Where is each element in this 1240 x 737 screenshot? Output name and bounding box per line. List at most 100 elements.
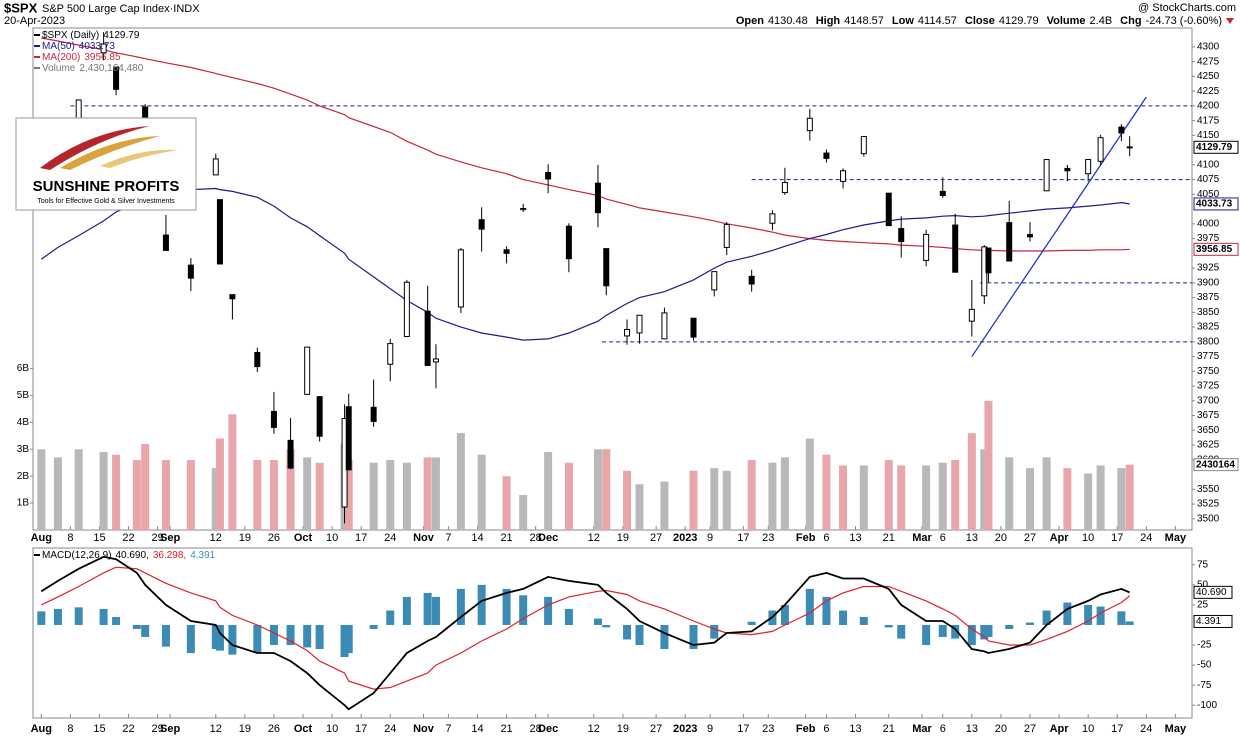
volume-bar [710,468,719,530]
source: @ StockCharts.com [1138,2,1236,14]
x-tick-label: 22 [122,532,134,544]
y-tick-label: 3925 [1197,263,1220,274]
quote-value: 4114.57 [918,15,957,27]
symbol: $SPX [4,0,38,15]
quote-label: Volume [1047,15,1086,27]
legend-value: 4033.73 [79,41,116,52]
y-tick-label: 3775 [1197,351,1220,362]
x-tick-label: Feb [796,532,816,544]
x-tick-label: 20 [995,723,1007,735]
macd-histogram-bar [303,624,312,648]
x-tick-label: 13 [966,532,978,544]
macd-histogram-bar [859,616,868,625]
macd-histogram-bar [1063,602,1072,625]
candle-body [723,223,730,248]
x-tick-label: Oct [294,723,313,735]
x-tick-label: Dec [538,723,558,735]
candle-body [1043,159,1050,192]
volume-bar [623,470,632,530]
trendline [971,96,1147,357]
macd-histogram-bar [1005,624,1014,629]
volume-bar [602,449,611,530]
x-tick-label: 10 [326,532,338,544]
x-tick-label: 12 [210,723,222,735]
macd-histogram-bar [132,624,141,629]
macd-histogram-bar [215,624,224,651]
y2-tick-label: 1B [17,498,30,509]
x-tick-label: 19 [239,723,251,735]
price-panel [32,27,1193,531]
macd-histogram-bar [53,608,62,625]
volume-bar [1084,473,1093,530]
candle-body [432,358,439,363]
candle-body [661,312,668,340]
y-tick-label: 4275 [1197,56,1220,67]
volume-bar [967,433,976,530]
volume-bar [228,414,237,530]
candle-body [545,172,552,180]
candle-body [162,234,169,251]
x-tick-label: 17 [355,723,367,735]
y-tick-label: 3900 [1197,277,1220,288]
candle-body [1097,137,1104,162]
x-tick-label: 12 [588,723,600,735]
candle-body [823,152,830,159]
macd-histogram-bar [386,610,395,625]
x-tick-label: 27 [1024,723,1036,735]
macd-histogram-bar [1117,611,1126,625]
macd-histogram-bar [456,588,465,625]
y-tick-label: 4150 [1197,130,1220,141]
macd-histogram-bar [253,624,262,654]
macd-line [40,555,1131,711]
x-tick-label: Apr [1050,723,1070,735]
macd-histogram-bar [477,584,486,625]
x-tick-label: 27 [1024,532,1036,544]
candle-body [503,249,510,254]
x-tick-label: 2023 [673,723,697,735]
candle-body [212,158,219,176]
volume-bar [768,462,777,530]
logo-name: SUNSHINE PROFITS [33,178,180,195]
logo-swoosh [40,126,150,170]
last-value-label: 40.690 [1196,587,1227,598]
y-tick-label: 4075 [1197,174,1220,185]
x-tick-label: 9 [707,723,713,735]
index-name: S&P 500 Large Cap Index·INDX [42,3,200,15]
x-tick-label: Mar [912,723,932,735]
macd-histogram-bar [211,624,220,650]
x-tick-label: 6 [823,723,829,735]
macd-histogram-bar [660,624,669,650]
volume-bar [423,457,432,530]
macd-legend: MACD(12,26,9) 40.690, 36.298, 4.391 [42,550,216,561]
candle-body [457,249,464,308]
y-tick-label: 4050 [1197,189,1220,200]
candle-body [624,328,631,337]
macd-histogram-bar [623,624,632,640]
candle-body [985,247,992,274]
macd-histogram-bar [141,624,150,638]
macd-histogram-bar [423,592,432,625]
x-tick-label: 17 [737,532,749,544]
legend-name: Volume [42,63,76,74]
candle-body [520,208,527,211]
volume-bar [74,449,83,530]
macd-histogram-bar [502,588,511,625]
x-tick-label: 7 [445,532,451,544]
macd-histogram-bar [74,607,83,625]
x-tick-label: 2023 [673,532,697,544]
last-value-label: 3956.85 [1196,244,1233,255]
candle-body [1006,222,1013,262]
logo-tagline: Tools for Effective Gold & Silver Invest… [37,198,175,205]
macd-histogram-bar [369,624,378,629]
x-tick-label: Nov [413,723,435,735]
x-tick-label: 21 [883,532,895,544]
y-tick-label: 4225 [1197,86,1220,97]
y-tick-label: 4000 [1197,218,1220,229]
quote-value: 4129.79 [999,15,1039,27]
candle-body [424,310,431,366]
quote-value: 4130.48 [768,15,808,27]
macd-histogram-bar [897,624,906,639]
date: 20-Apr-2023 [4,15,65,27]
y-tick-label: 4250 [1197,71,1220,82]
ma50-line [40,187,1130,341]
